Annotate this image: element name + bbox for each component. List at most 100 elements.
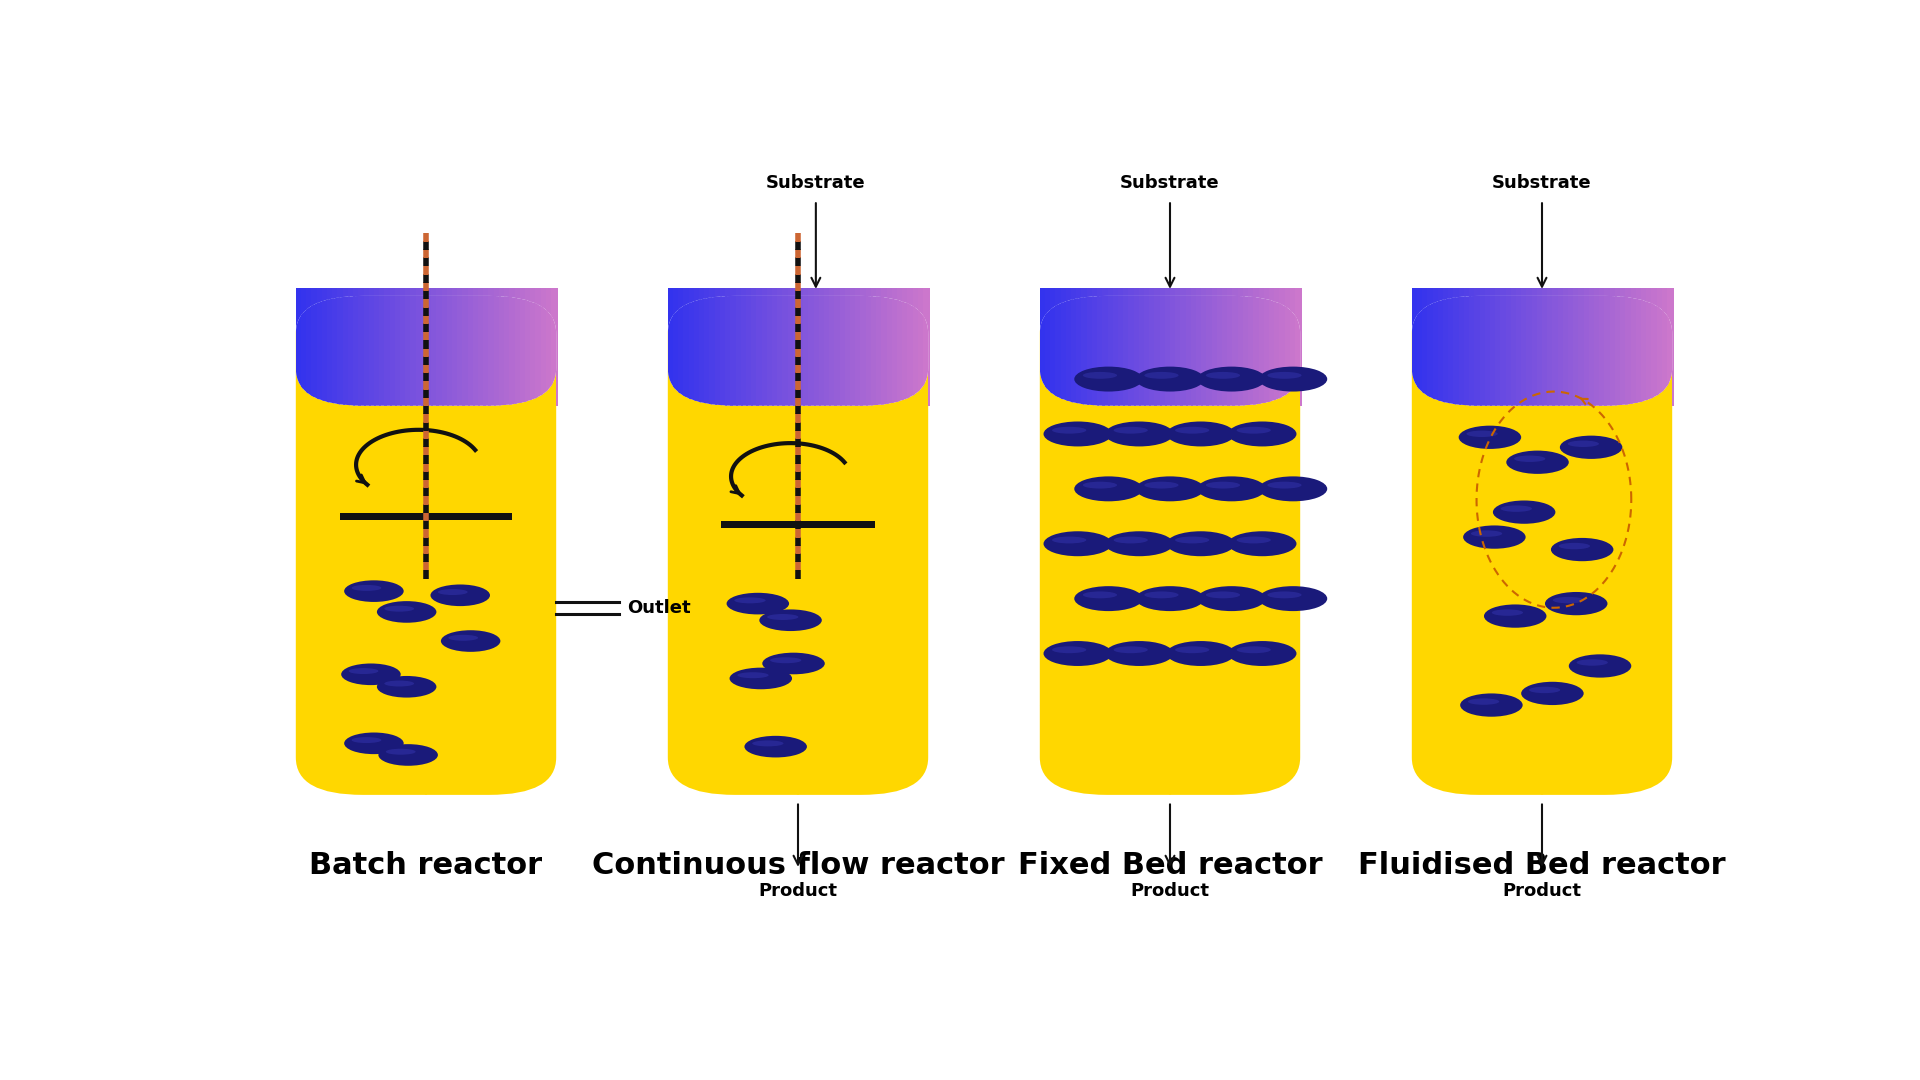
Bar [1584, 296, 1592, 406]
Ellipse shape [1236, 537, 1271, 543]
Bar [1050, 296, 1058, 406]
Bar [520, 287, 528, 406]
Bar [1077, 296, 1083, 406]
Bar [353, 287, 361, 406]
Text: Outlet: Outlet [628, 598, 691, 617]
Bar [902, 296, 910, 406]
Bar [342, 287, 349, 406]
Ellipse shape [1044, 642, 1112, 666]
Bar [1066, 287, 1073, 406]
Bar [872, 287, 877, 406]
Bar [536, 296, 543, 406]
Bar [399, 287, 407, 406]
Ellipse shape [1567, 441, 1599, 447]
Bar [317, 287, 324, 406]
Ellipse shape [1229, 642, 1296, 666]
Ellipse shape [758, 609, 822, 631]
Bar [442, 296, 449, 406]
Bar [1077, 287, 1083, 406]
Bar [1480, 287, 1486, 406]
Bar [741, 287, 749, 406]
Text: Product: Product [1503, 882, 1582, 901]
Text: Fluidised Bed reactor: Fluidised Bed reactor [1357, 851, 1726, 880]
Bar [488, 296, 495, 406]
Bar [1496, 287, 1503, 406]
Bar [1505, 287, 1513, 406]
Text: Substrate: Substrate [1492, 174, 1592, 192]
Ellipse shape [1260, 586, 1327, 611]
Bar [363, 296, 371, 406]
Ellipse shape [1471, 530, 1501, 537]
Bar [311, 296, 319, 406]
Bar [1290, 296, 1298, 406]
Bar [1484, 296, 1492, 406]
Bar [1663, 287, 1668, 406]
Bar [296, 362, 557, 406]
Bar [1521, 296, 1528, 406]
Ellipse shape [745, 735, 806, 757]
Bar [684, 287, 691, 406]
Ellipse shape [447, 635, 478, 640]
Bar [1221, 287, 1229, 406]
Ellipse shape [1260, 476, 1327, 501]
Bar [1133, 296, 1140, 406]
Bar [710, 287, 716, 406]
Bar [484, 296, 492, 406]
Bar [1432, 287, 1440, 406]
Bar [876, 296, 883, 406]
Bar [1071, 296, 1079, 406]
FancyBboxPatch shape [1041, 296, 1300, 406]
Bar [1645, 296, 1653, 406]
Bar [1275, 296, 1283, 406]
Bar [1279, 287, 1286, 406]
Ellipse shape [351, 738, 382, 743]
Bar [1463, 296, 1471, 406]
Bar [1475, 287, 1482, 406]
Bar [1542, 287, 1549, 406]
Ellipse shape [1083, 592, 1117, 598]
Bar [378, 296, 386, 406]
Bar [751, 296, 758, 406]
Bar [876, 287, 883, 406]
Bar [720, 296, 728, 406]
Bar [1521, 287, 1528, 406]
Ellipse shape [1484, 605, 1546, 627]
Bar [374, 287, 382, 406]
Bar [1096, 296, 1104, 406]
Ellipse shape [1137, 476, 1204, 501]
Bar [420, 287, 428, 406]
Bar [1150, 287, 1156, 406]
Ellipse shape [1267, 592, 1302, 598]
Bar [1411, 362, 1672, 406]
Bar [891, 287, 899, 406]
Bar [851, 287, 858, 406]
Ellipse shape [1044, 421, 1112, 446]
Ellipse shape [1559, 435, 1622, 459]
Bar [1144, 287, 1152, 406]
Bar [1511, 287, 1519, 406]
Bar [1258, 296, 1265, 406]
Bar [1087, 296, 1094, 406]
Bar [1060, 287, 1068, 406]
Bar [1480, 296, 1486, 406]
Bar [745, 296, 753, 406]
Bar [1242, 296, 1250, 406]
Bar [818, 296, 826, 406]
Bar [1651, 287, 1659, 406]
Bar [1609, 296, 1617, 406]
Bar [338, 287, 346, 406]
Ellipse shape [442, 631, 501, 652]
Bar [1139, 296, 1146, 406]
Bar [766, 296, 774, 406]
Bar [674, 287, 680, 406]
Bar [493, 287, 501, 406]
Bar [515, 296, 522, 406]
Bar [735, 296, 743, 406]
Bar [824, 296, 831, 406]
Bar [1657, 287, 1665, 406]
Bar [1294, 287, 1302, 406]
Bar [912, 296, 920, 406]
Bar [1459, 296, 1467, 406]
Bar [705, 296, 712, 406]
Bar [1427, 296, 1434, 406]
